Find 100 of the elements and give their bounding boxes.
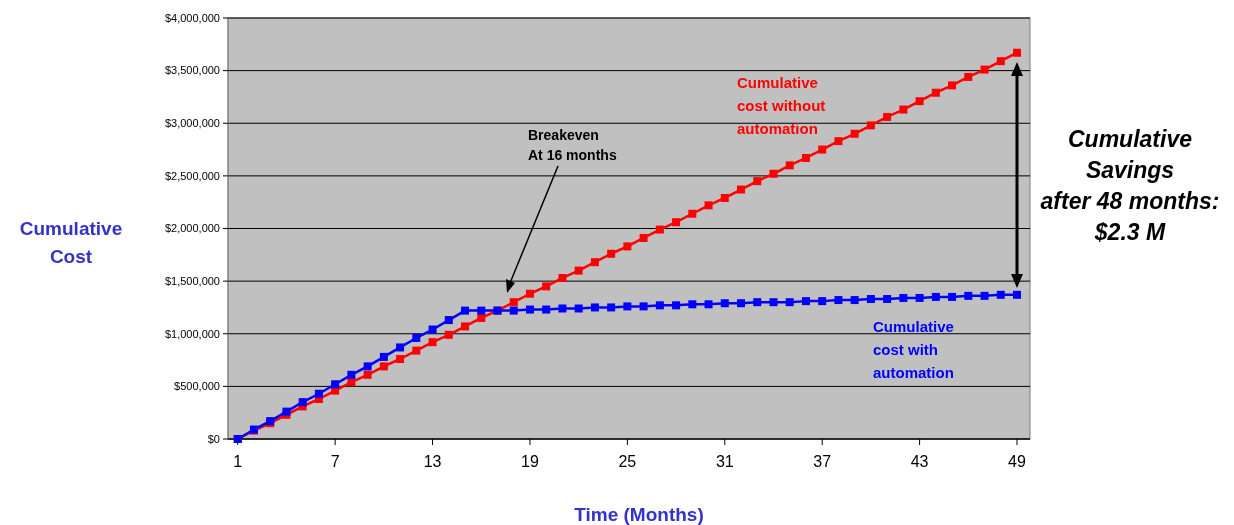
point	[639, 233, 648, 242]
point	[964, 72, 973, 81]
point	[590, 303, 599, 312]
point	[412, 346, 421, 355]
x-tick-label: 13	[423, 453, 442, 470]
point	[655, 301, 664, 310]
point	[509, 298, 518, 307]
annotation: Breakeven At 16 months	[528, 127, 617, 163]
point	[883, 112, 892, 121]
point	[444, 316, 453, 325]
y-tick-label: $500,000	[174, 380, 220, 393]
point	[801, 153, 810, 162]
point	[834, 137, 843, 146]
point	[525, 289, 534, 298]
point	[1013, 290, 1022, 299]
series-label: Cumulative cost with automation	[873, 318, 954, 381]
y-tick-label: $2,500,000	[164, 169, 220, 182]
point	[818, 297, 827, 306]
y-tick-label: $4,000,000	[164, 11, 220, 24]
point	[623, 242, 632, 251]
point	[672, 218, 681, 227]
point	[639, 302, 648, 311]
x-tick-label: 43	[910, 453, 929, 470]
point	[509, 306, 518, 315]
point	[428, 325, 437, 334]
point	[818, 145, 827, 154]
point	[785, 298, 794, 307]
y-axis-title: Cumulative Cost	[19, 218, 123, 267]
y-tick-label: $3,000,000	[164, 117, 220, 130]
point	[347, 370, 356, 379]
y-tick-label: $0	[207, 432, 220, 445]
point	[720, 193, 729, 202]
point	[899, 105, 908, 114]
point	[834, 296, 843, 305]
point	[866, 295, 875, 304]
point	[769, 169, 778, 178]
point	[461, 322, 470, 331]
point	[737, 185, 746, 194]
point	[558, 304, 567, 313]
point	[688, 300, 697, 309]
y-tick-label: $1,000,000	[164, 327, 220, 340]
point	[379, 352, 388, 361]
point	[785, 161, 794, 170]
point	[883, 295, 892, 304]
point	[461, 306, 470, 315]
x-tick-label: 1	[233, 453, 243, 470]
point	[477, 306, 486, 315]
x-tick-label: 25	[618, 453, 637, 470]
point	[688, 209, 697, 218]
point	[850, 129, 859, 138]
point	[704, 201, 713, 210]
point	[607, 303, 616, 312]
point	[980, 291, 989, 300]
x-tick-label: 37	[813, 453, 832, 470]
point	[996, 57, 1005, 66]
y-tick-label: $3,500,000	[164, 64, 220, 77]
point	[623, 302, 632, 311]
point	[801, 297, 810, 306]
point	[704, 300, 713, 309]
point	[558, 273, 567, 282]
point	[314, 389, 323, 398]
y-tick-label: $1,500,000	[164, 274, 220, 287]
point	[363, 370, 372, 379]
point	[525, 305, 534, 314]
point	[948, 81, 957, 90]
point	[444, 330, 453, 339]
x-axis-title: Time (Months)	[574, 504, 704, 525]
point	[850, 296, 859, 305]
point	[574, 304, 583, 313]
point	[655, 225, 664, 234]
point	[412, 333, 421, 342]
point	[964, 291, 973, 300]
point	[866, 121, 875, 130]
text: Cumulative Savings after 48 months: $2.3 M	[1040, 126, 1220, 245]
point	[1013, 48, 1022, 57]
point	[331, 380, 340, 389]
point	[899, 293, 908, 302]
point	[980, 65, 989, 74]
point	[379, 362, 388, 371]
point	[396, 355, 405, 364]
point	[363, 362, 372, 371]
x-tick-label: 49	[1008, 453, 1027, 470]
point	[996, 290, 1005, 299]
y-tick-label: $2,000,000	[164, 222, 220, 235]
point	[931, 292, 940, 301]
point	[931, 88, 940, 97]
series-label: Cumulative cost without automation	[737, 74, 826, 137]
point	[753, 177, 762, 186]
point	[753, 298, 762, 307]
point	[915, 97, 924, 106]
point	[769, 298, 778, 307]
point	[574, 266, 583, 275]
x-tick-label: 31	[715, 453, 734, 470]
x-tick-label: 7	[330, 453, 340, 470]
point	[298, 398, 307, 407]
point	[720, 299, 729, 308]
point	[542, 305, 551, 314]
point	[915, 293, 924, 302]
point	[672, 301, 681, 310]
point	[590, 258, 599, 267]
